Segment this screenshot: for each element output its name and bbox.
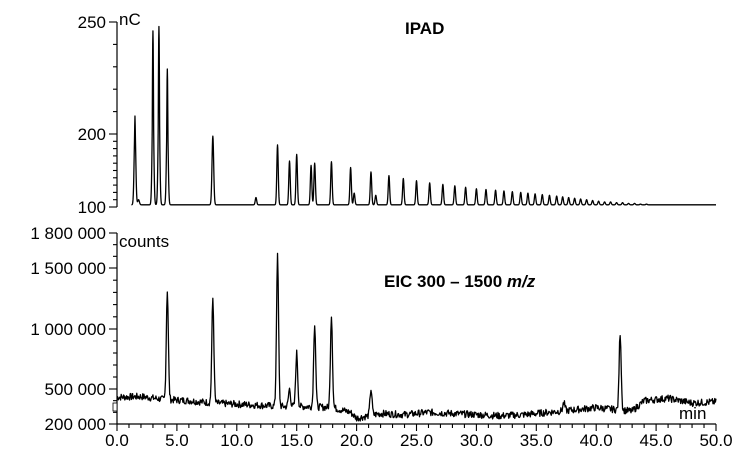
eic-trace <box>116 252 717 422</box>
ipad-title: IPAD <box>405 19 444 38</box>
ipad-trace <box>130 25 717 206</box>
eic-y-tick-label: 1 800 000 <box>30 224 106 243</box>
eic-y-tick-label: 1 500 000 <box>30 259 106 278</box>
x-tick-label: 5.0 <box>165 431 189 450</box>
eic-title-italic: m/z <box>507 272 536 291</box>
eic-y-ticks: 1 800 000 1 500 000 1 000 000 500 000 200 00… <box>30 224 117 434</box>
x-tick-label: 30.0 <box>460 431 493 450</box>
x-tick-label: 10.0 <box>220 431 253 450</box>
ipad-panel: nC IPAD 250 200 100 <box>78 10 717 217</box>
axis-break-marker <box>112 402 118 412</box>
eic-title-prefix: EIC 300 – 1500 <box>384 272 507 291</box>
eic-x-ticks: 0.0 5.0 10.0 15.0 20.0 25.0 30.0 35.0 40.0 45.0 50… <box>105 424 733 450</box>
ipad-y-tick-label: 200 <box>78 125 106 144</box>
ipad-y-tick-label: 250 <box>78 13 106 32</box>
ipad-y-unit: nC <box>119 10 141 29</box>
x-tick-label: 50.0 <box>699 431 732 450</box>
eic-y-tick-label: 500 000 <box>45 380 106 399</box>
x-tick-label: 15.0 <box>280 431 313 450</box>
x-tick-label: 45.0 <box>640 431 673 450</box>
eic-panel: counts EIC 300 – 1500 m/z min 1 800 0001… <box>30 224 732 450</box>
x-tick-label: 25.0 <box>400 431 433 450</box>
x-tick-label: 40.0 <box>580 431 613 450</box>
eic-y-unit: counts <box>119 232 169 251</box>
ipad-y-tick-label: 100 <box>78 198 106 217</box>
x-tick-label: 0.0 <box>105 431 129 450</box>
x-tick-label: 20.0 <box>340 431 373 450</box>
eic-y-tick-label: 200 000 <box>45 415 106 434</box>
eic-y-tick-label: 1 000 000 <box>30 320 106 339</box>
eic-title: EIC 300 – 1500 m/z <box>384 272 536 291</box>
x-tick-label: 35.0 <box>520 431 553 450</box>
ipad-y-ticks: 250 200 100 <box>78 13 117 217</box>
eic-x-unit: min <box>679 404 706 423</box>
